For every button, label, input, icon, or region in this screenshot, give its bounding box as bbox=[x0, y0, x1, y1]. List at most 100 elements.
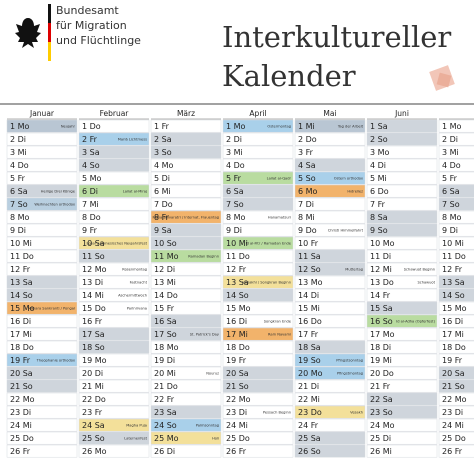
day-cell bbox=[6, 236, 78, 250]
day-cell bbox=[294, 301, 366, 315]
day-cell bbox=[6, 197, 78, 211]
day-label: 7 Di bbox=[298, 200, 314, 209]
day-label: 5 Di bbox=[154, 174, 170, 183]
event: Parinirvana bbox=[127, 307, 147, 311]
day-label: 25 Do bbox=[10, 434, 34, 443]
day-cell bbox=[294, 405, 366, 419]
day-label: 21 So bbox=[442, 382, 465, 391]
day-label: 24 Mi bbox=[442, 421, 464, 430]
day-cell bbox=[78, 249, 150, 263]
event: Tag der Arbeit bbox=[337, 125, 364, 129]
day-cell bbox=[294, 327, 366, 341]
day-label: 25 Di bbox=[370, 434, 391, 443]
day-label: 18 Do bbox=[10, 343, 34, 352]
day-cell bbox=[294, 132, 366, 146]
day-cell bbox=[150, 158, 222, 172]
day-cell bbox=[222, 249, 294, 263]
day-cell bbox=[294, 418, 366, 432]
day-label: 1 Sa bbox=[370, 122, 388, 131]
day-label: 12 Di bbox=[154, 265, 175, 274]
day-label: 16 Do bbox=[298, 317, 322, 326]
event: Rosenmontag bbox=[122, 268, 147, 272]
day-label: 18 Sa bbox=[298, 343, 321, 352]
day-label: 6 Sa bbox=[10, 187, 28, 196]
day-cell bbox=[222, 301, 294, 315]
day-label: 2 Di bbox=[442, 135, 458, 144]
day-label: 2 Di bbox=[10, 135, 26, 144]
day-cell bbox=[438, 405, 474, 419]
event: Vaisakhi / Songkran Beginn bbox=[242, 281, 291, 285]
event: Neujahr bbox=[61, 125, 76, 129]
day-label: 11 Do bbox=[226, 252, 250, 261]
day-label: 9 Di bbox=[10, 226, 26, 235]
day-label: 6 Sa bbox=[442, 187, 460, 196]
day-cell bbox=[78, 171, 150, 185]
day-cell bbox=[294, 353, 366, 367]
day-cell bbox=[438, 275, 474, 289]
day-label: 8 Do bbox=[82, 213, 101, 222]
decoration bbox=[436, 72, 452, 88]
day-label: 24 Sa bbox=[82, 421, 105, 430]
day-cell bbox=[366, 340, 438, 354]
day-label: 17 Mi bbox=[10, 330, 32, 339]
day-label: 15 Mo bbox=[10, 304, 35, 313]
event: Id al-Adha (Opferfest) bbox=[396, 320, 435, 324]
day-label: 25 Sa bbox=[298, 434, 321, 443]
day-label: 25 So bbox=[82, 434, 105, 443]
day-cell bbox=[78, 444, 150, 458]
day-label: 7 So bbox=[442, 200, 460, 209]
month-name: Juni bbox=[394, 109, 409, 118]
day-cell bbox=[366, 301, 438, 315]
day-label: 20 Sa bbox=[442, 369, 465, 378]
day-label: 16 Di bbox=[10, 317, 31, 326]
title: Interkultureller bbox=[222, 20, 451, 54]
day-label: 24 Mo bbox=[370, 421, 395, 430]
day-cell bbox=[6, 301, 78, 315]
day-label: 14 Mi bbox=[82, 291, 104, 300]
day-cell bbox=[222, 262, 294, 276]
day-label: 9 Sa bbox=[154, 226, 172, 235]
day-label: 18 Do bbox=[442, 343, 466, 352]
event: Pfingstsonntag bbox=[336, 359, 363, 363]
day-label: 4 Do bbox=[226, 161, 245, 170]
day-cell bbox=[366, 288, 438, 302]
day-cell bbox=[78, 197, 150, 211]
day-label: 24 So bbox=[154, 421, 177, 430]
day-label: 9 Di bbox=[442, 226, 458, 235]
day-label: 14 Do bbox=[154, 291, 178, 300]
day-cell bbox=[294, 210, 366, 224]
day-cell bbox=[366, 405, 438, 419]
day-label: 23 Di bbox=[10, 408, 31, 417]
day-label: 16 Sa bbox=[154, 317, 177, 326]
day-cell bbox=[222, 275, 294, 289]
day-label: 19 So bbox=[298, 356, 321, 365]
day-label: 5 Mo bbox=[82, 174, 102, 183]
event: Hanamatsuri bbox=[268, 216, 291, 220]
day-label: 5 Mi bbox=[370, 174, 387, 183]
day-cell bbox=[150, 132, 222, 146]
day-cell bbox=[366, 327, 438, 341]
day-cell bbox=[438, 379, 474, 393]
day-label: 21 Fr bbox=[370, 382, 391, 391]
day-label: 21 So bbox=[226, 382, 249, 391]
day-label: 20 Sa bbox=[226, 369, 249, 378]
day-cell bbox=[6, 288, 78, 302]
day-label: 26 Di bbox=[154, 447, 175, 456]
day-label: 10 Mi bbox=[10, 239, 32, 248]
day-label: 18 Do bbox=[226, 343, 250, 352]
day-cell bbox=[294, 262, 366, 276]
day-label: 21 Mi bbox=[82, 382, 104, 391]
day-cell bbox=[222, 340, 294, 354]
day-cell bbox=[438, 158, 474, 172]
day-label: 9 Di bbox=[226, 226, 242, 235]
day-cell bbox=[366, 236, 438, 250]
day-cell bbox=[78, 236, 150, 250]
day-label: 14 So bbox=[10, 291, 33, 300]
day-cell bbox=[294, 236, 366, 250]
day-cell bbox=[78, 431, 150, 445]
day-cell bbox=[222, 210, 294, 224]
day-label: 22 Do bbox=[82, 395, 106, 404]
event: Palmsonntag bbox=[196, 424, 219, 428]
day-cell bbox=[366, 366, 438, 380]
day-cell bbox=[150, 431, 222, 445]
